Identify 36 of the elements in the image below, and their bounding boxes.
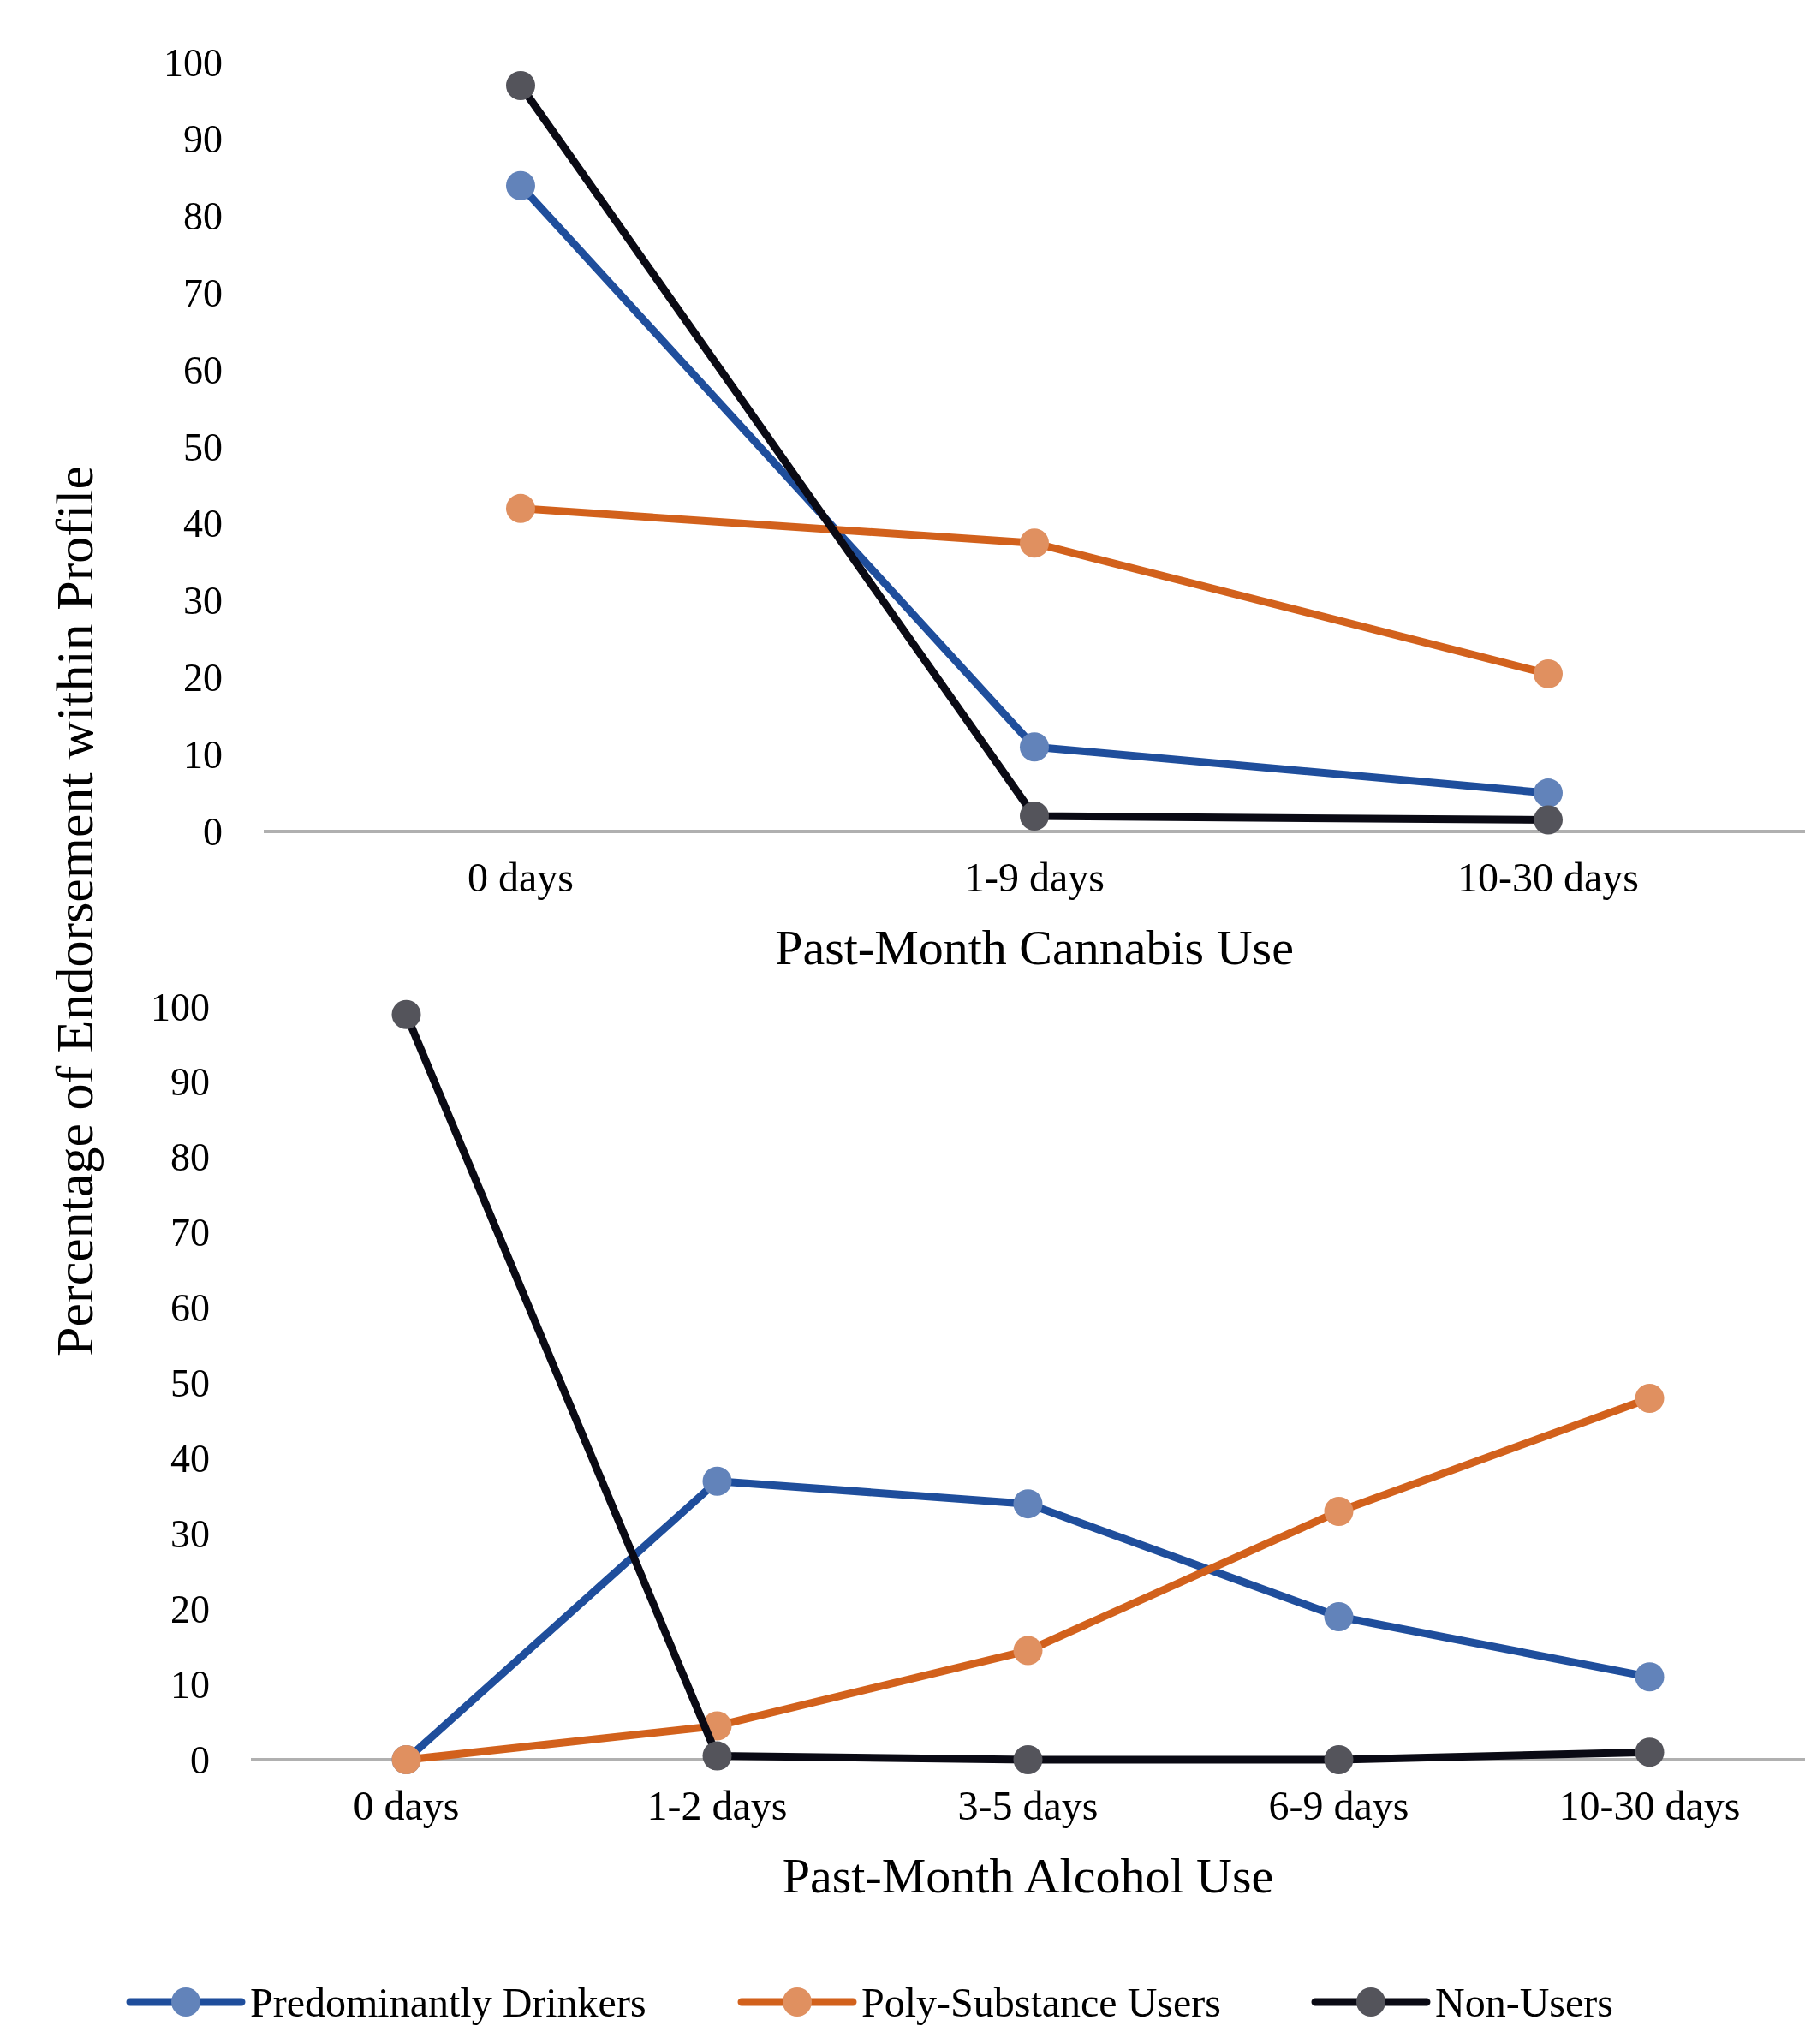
y-tick-label: 50 xyxy=(183,425,223,469)
y-tick-label: 100 xyxy=(164,40,223,85)
x-tick-label: 0 days xyxy=(468,855,574,900)
y-tick-label: 70 xyxy=(183,271,223,315)
y-tick-label: 10 xyxy=(170,1662,210,1707)
y-tick-label: 40 xyxy=(170,1436,210,1481)
x-axis-title: Past-Month Cannabis Use xyxy=(775,920,1294,975)
y-tick-label: 90 xyxy=(170,1060,210,1105)
y-tick-label: 50 xyxy=(170,1362,210,1405)
y-tick-label: 20 xyxy=(170,1587,210,1631)
y-tick-label: 80 xyxy=(170,1135,210,1180)
y-tick-label: 0 xyxy=(203,809,223,854)
x-tick-label: 10-30 days xyxy=(1457,855,1639,900)
y-tick-label: 40 xyxy=(183,502,223,546)
x-tick-label: 10-30 days xyxy=(1558,1783,1741,1828)
y-tick-label: 70 xyxy=(170,1211,210,1255)
y-tick-label: 100 xyxy=(151,985,210,1029)
x-tick-label: 1-9 days xyxy=(964,855,1105,900)
legend-label: Non-Users xyxy=(1435,1979,1613,2025)
x-tick-label: 3-5 days xyxy=(957,1783,1099,1828)
x-tick-label: 6-9 days xyxy=(1268,1783,1409,1828)
y-tick-label: 60 xyxy=(183,348,223,392)
legend-label: Poly-Substance Users xyxy=(861,1979,1221,2025)
x-tick-label: 1-2 days xyxy=(646,1783,788,1828)
y-tick-label: 10 xyxy=(183,732,223,777)
x-tick-label: 0 days xyxy=(353,1783,460,1828)
x-axis-title: Past-Month Alcohol Use xyxy=(782,1848,1274,1904)
y-tick-label: 0 xyxy=(190,1737,210,1782)
y-tick-label: 60 xyxy=(170,1286,210,1331)
y-tick-label: 80 xyxy=(183,194,223,239)
y-tick-label: 30 xyxy=(183,579,223,623)
y-tick-label: 90 xyxy=(183,117,223,162)
legend-label: Predominantly Drinkers xyxy=(250,1979,646,2025)
y-tick-label: 20 xyxy=(183,655,223,700)
y-axis-title: Percentage of Endorsement within Profile xyxy=(45,466,104,1356)
y-tick-label: 30 xyxy=(170,1511,210,1556)
